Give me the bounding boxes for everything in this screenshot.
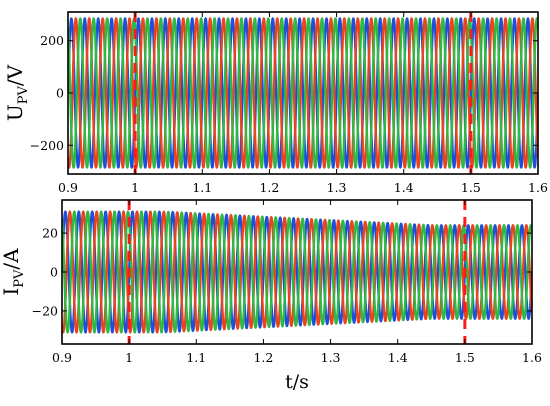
upv-x-tick-label: 1.2 <box>259 180 279 195</box>
ipv-x-tick-label: 1.5 <box>455 350 475 365</box>
ipv-x-axis-title: t/s <box>285 371 309 393</box>
upv-panel: 0.9 1 1.1 1.2 1.3 1.4 1.5 1.6 −200 0 200 UPV/V <box>3 11 548 195</box>
ipv-x-tick-label: 1.2 <box>253 350 273 365</box>
ipv-y-axis-title: IPV/A <box>0 248 27 296</box>
upv-plot-area <box>68 12 538 174</box>
ipv-series-3 <box>62 210 532 334</box>
upv-series-2 <box>68 17 538 169</box>
ipv-y-tick-label: −20 <box>32 303 58 318</box>
upv-y-title-unit: /V <box>3 64 27 86</box>
upv-x-tick-label: 1.4 <box>394 180 414 195</box>
upv-x-tick-label: 1 <box>131 180 139 195</box>
upv-y-tick-label: 0 <box>56 86 64 101</box>
ipv-x-tick-label: 1.4 <box>388 350 408 365</box>
ipv-x-tick-label: 1.3 <box>321 350 341 365</box>
upv-x-tick-label: 1.3 <box>327 180 347 195</box>
upv-series-1 <box>68 17 538 169</box>
ipv-y-title-subscript: PV <box>12 269 27 288</box>
upv-y-title-subscript: PV <box>16 85 31 104</box>
upv-x-tick-label: 0.9 <box>58 180 78 195</box>
ipv-x-tick-label: 0.9 <box>52 350 72 365</box>
ipv-series-2 <box>62 210 532 334</box>
ipv-y-tick-label: 0 <box>50 265 58 280</box>
ipv-x-tick-label: 1 <box>125 350 133 365</box>
upv-y-tick-label: 200 <box>40 33 64 48</box>
ipv-y-title-unit: /A <box>0 248 23 270</box>
ipv-y-title-symbol: I <box>0 288 23 296</box>
upv-y-axis-title: UPV/V <box>3 64 31 121</box>
upv-y-tick-label: −200 <box>30 138 64 153</box>
ipv-plot-area <box>62 200 532 344</box>
ipv-y-tick-label: 20 <box>42 226 58 241</box>
ipv-panel: 0.9 1 1.1 1.2 1.3 1.4 1.5 1.6 −20 0 20 IPV/A t/s <box>0 199 542 393</box>
upv-x-tick-label: 1.6 <box>528 180 548 195</box>
upv-y-title-symbol: U <box>3 104 27 121</box>
upv-x-tick-label: 1.5 <box>461 180 481 195</box>
ipv-x-tick-label: 1.6 <box>522 350 542 365</box>
ipv-series-1 <box>62 210 532 334</box>
ipv-x-tick-label: 1.1 <box>186 350 206 365</box>
upv-series-3 <box>68 17 538 169</box>
upv-x-tick-label: 1.1 <box>192 180 212 195</box>
